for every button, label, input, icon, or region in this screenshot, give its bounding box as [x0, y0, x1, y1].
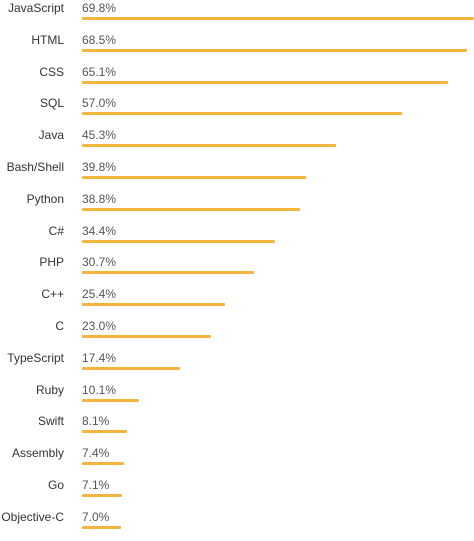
bar	[82, 335, 211, 338]
category-label: Bash/Shell	[6, 160, 64, 174]
bar	[82, 207, 300, 211]
bar	[82, 176, 306, 179]
bar	[82, 303, 225, 307]
bar-row: Assembly 7.4%	[0, 445, 474, 477]
bar-row: Java 45.3%	[0, 127, 474, 159]
bar-row: Bash/Shell 39.8%	[0, 159, 474, 191]
bar	[82, 462, 124, 466]
value-label: 69.8%	[82, 1, 117, 15]
bar-row: Swift 8.1%	[0, 413, 474, 445]
bar	[82, 144, 336, 148]
bar	[82, 430, 127, 434]
category-label: Assembly	[11, 446, 64, 461]
category-label: Swift	[37, 414, 64, 429]
value-label: 10.1%	[82, 382, 117, 397]
bar	[82, 494, 122, 497]
value-label: 23.0%	[82, 319, 117, 333]
bar-row: C 23.0%	[0, 318, 474, 350]
category-label: JavaScript	[7, 1, 64, 15]
value-label: 45.3%	[82, 128, 117, 143]
category-label: TypeScript	[7, 350, 64, 365]
bar	[82, 48, 467, 52]
bar	[82, 271, 254, 275]
value-label: 65.1%	[82, 64, 117, 79]
bar	[82, 112, 402, 116]
bar	[82, 80, 448, 84]
bar-row: TypeScript 17.4%	[0, 350, 474, 382]
value-label: 17.4%	[82, 350, 117, 365]
value-label: 7.4%	[82, 446, 110, 461]
value-label: 39.8%	[82, 160, 117, 174]
category-label: HTML	[31, 32, 64, 47]
bar-row: PHP 30.7%	[0, 254, 474, 286]
category-label: Objective-C	[1, 509, 64, 524]
category-label: PHP	[39, 255, 64, 270]
bar-row: C# 34.4%	[0, 223, 474, 255]
category-label: C++	[41, 287, 64, 302]
bar-row: HTML 68.5%	[0, 32, 474, 64]
value-label: 34.4%	[82, 223, 117, 238]
category-label: Ruby	[35, 382, 64, 397]
category-label: C	[55, 319, 64, 333]
category-label: CSS	[39, 64, 64, 79]
value-label: 57.0%	[82, 96, 117, 111]
bar-row: JavaScript 69.8%	[0, 0, 474, 32]
bar-row: SQL 57.0%	[0, 95, 474, 127]
value-label: 25.4%	[82, 287, 117, 302]
bar-row: C++ 25.4%	[0, 286, 474, 318]
category-label: C#	[48, 223, 64, 238]
bar-row: Python 38.8%	[0, 191, 474, 223]
bar-row: CSS 65.1%	[0, 64, 474, 96]
bar	[82, 239, 275, 243]
value-label: 8.1%	[82, 414, 110, 429]
bar	[82, 525, 121, 529]
category-label: SQL	[39, 96, 64, 111]
value-label: 7.1%	[82, 478, 110, 492]
category-label: Java	[38, 128, 64, 143]
bar-row: Ruby 10.1%	[0, 382, 474, 414]
bar	[82, 398, 139, 402]
category-label: Go	[47, 478, 64, 492]
value-label: 38.8%	[82, 191, 117, 206]
bar-row: Objective-C 7.0%	[0, 509, 474, 541]
bar	[82, 17, 474, 20]
bar-row: Go 7.1%	[0, 477, 474, 509]
value-label: 68.5%	[82, 32, 117, 47]
bar	[82, 366, 180, 370]
value-label: 30.7%	[82, 255, 117, 270]
value-label: 7.0%	[82, 509, 110, 524]
category-label: Python	[26, 191, 64, 206]
